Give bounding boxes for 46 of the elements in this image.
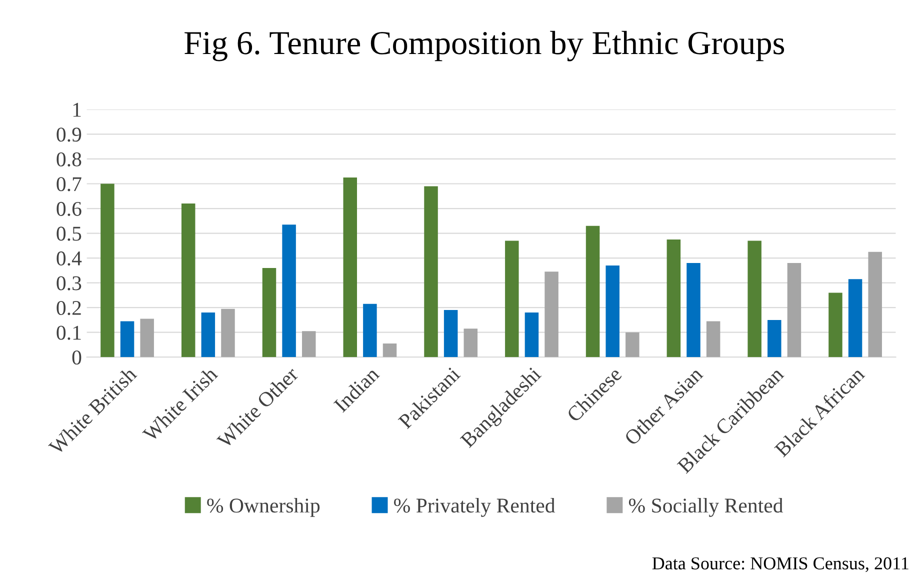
- bar: [262, 268, 276, 358]
- bar: [666, 239, 681, 358]
- legend-label: % Socially Rented: [628, 498, 784, 517]
- bar: [748, 240, 762, 358]
- bar: [586, 226, 600, 358]
- bar: [424, 186, 438, 358]
- bar: [686, 263, 700, 358]
- bar: [868, 252, 882, 358]
- bar: [201, 312, 216, 358]
- bar: [787, 263, 802, 358]
- bar: [181, 204, 196, 358]
- bar: [363, 304, 377, 358]
- legend-label: % Privately Rented: [394, 498, 556, 517]
- bar: [606, 265, 620, 358]
- y-tick-label: 0.8: [56, 152, 82, 166]
- y-tick-label: 0.1: [56, 326, 81, 340]
- bar: [343, 178, 357, 358]
- y-tick-label: 1: [73, 102, 81, 117]
- y-tick-label: 0.6: [56, 202, 82, 216]
- y-tick-label: 0.7: [56, 177, 82, 192]
- chart-title: Fig 6. Tenure Composition by Ethnic Groups: [184, 30, 784, 62]
- bar: [626, 332, 640, 358]
- source-note: Data Source: NOMIS Census, 2011: [652, 557, 908, 572]
- bar: [382, 344, 397, 358]
- bar: [444, 310, 458, 358]
- y-tick-label: 0: [72, 350, 82, 365]
- bar: [140, 318, 154, 358]
- bar: [464, 328, 478, 358]
- bar: [848, 279, 862, 358]
- y-tick-label: 0.4: [56, 251, 82, 266]
- bar: [100, 184, 114, 358]
- bar: [524, 312, 539, 358]
- y-tick-label: 0.5: [56, 226, 82, 241]
- bar: [505, 240, 519, 358]
- y-tick-label: 0.9: [56, 128, 82, 142]
- bar: [302, 331, 316, 358]
- bar: [768, 320, 782, 358]
- y-tick-label: 0.2: [56, 300, 81, 316]
- bar: [120, 321, 134, 358]
- bar: [544, 272, 558, 358]
- bar: [221, 308, 235, 358]
- y-tick-label: 0.3: [56, 276, 82, 290]
- bar: [706, 321, 720, 358]
- bar: [828, 292, 842, 358]
- bar: [282, 224, 296, 358]
- legend-label: % Ownership: [207, 498, 320, 517]
